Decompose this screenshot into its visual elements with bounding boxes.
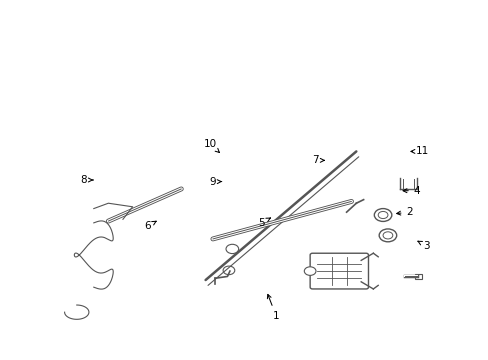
Text: 2: 2 [396,207,412,217]
Text: 10: 10 [203,139,219,153]
Text: 3: 3 [417,241,429,251]
Text: 1: 1 [267,294,279,321]
Text: 11: 11 [410,147,427,157]
Text: 4: 4 [402,186,420,196]
Text: 7: 7 [311,156,324,165]
Bar [414,274,421,279]
Text: 8: 8 [81,175,93,185]
Text: 9: 9 [209,177,222,187]
Text: 5: 5 [258,218,270,228]
Circle shape [223,266,234,275]
Circle shape [304,267,315,275]
FancyBboxPatch shape [309,253,368,289]
Text: 6: 6 [143,221,156,231]
Circle shape [225,244,238,253]
